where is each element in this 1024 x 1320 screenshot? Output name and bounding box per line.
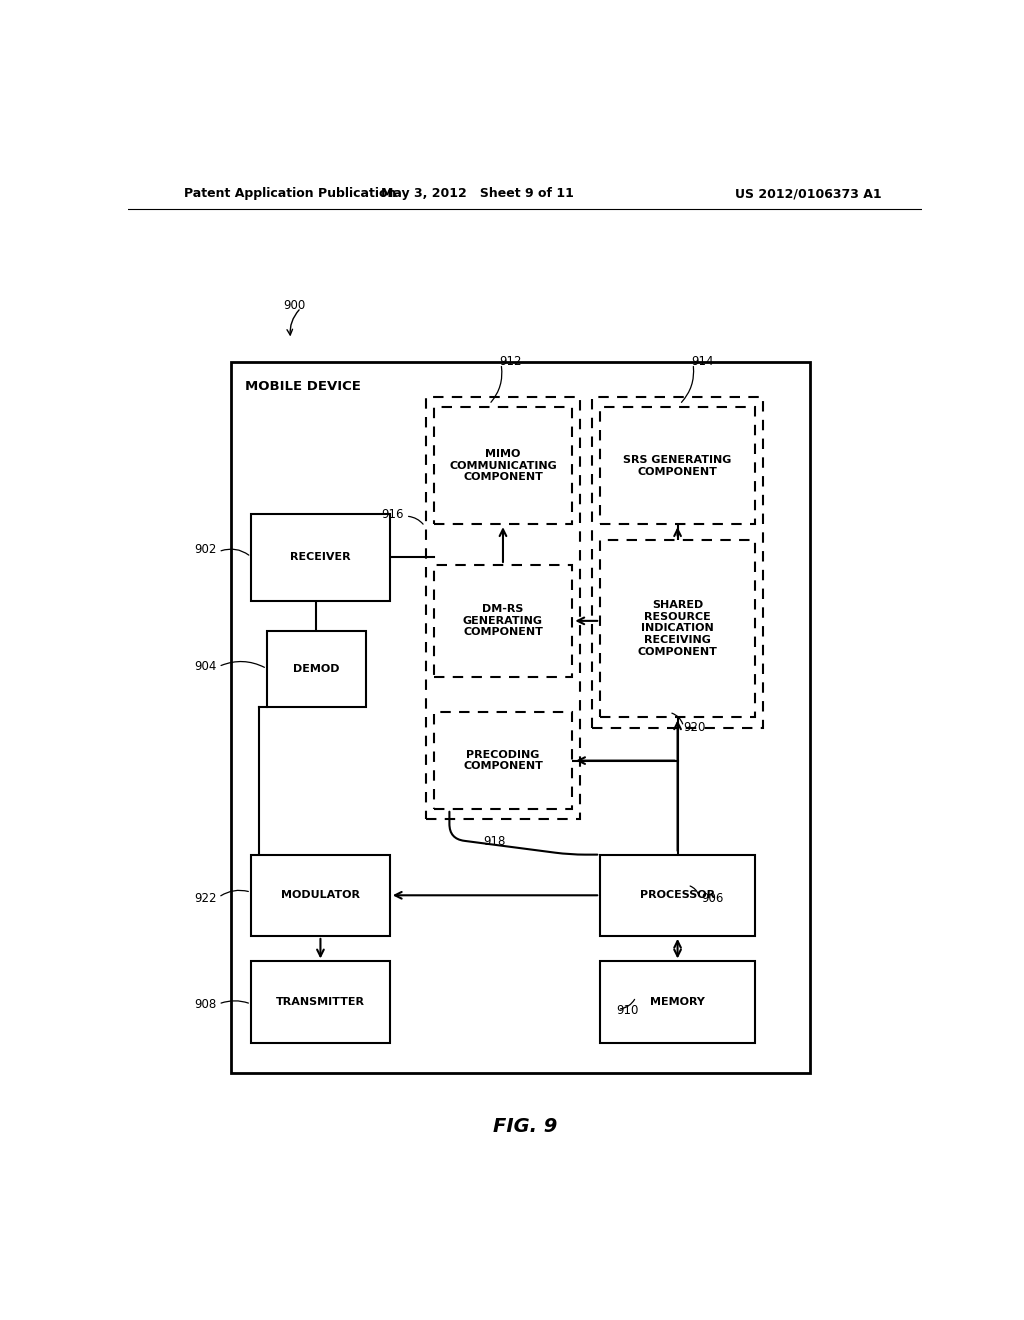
Text: DM-RS
GENERATING
COMPONENT: DM-RS GENERATING COMPONENT [463, 605, 543, 638]
Bar [600, 961, 755, 1043]
Bar [231, 362, 811, 1073]
Text: TRANSMITTER: TRANSMITTER [275, 997, 365, 1007]
Text: MODULATOR: MODULATOR [281, 890, 360, 900]
Text: 914: 914 [691, 355, 714, 368]
Text: 906: 906 [701, 892, 723, 904]
Text: 910: 910 [616, 1003, 638, 1016]
Bar [426, 397, 581, 818]
Text: 922: 922 [195, 892, 217, 904]
Bar [433, 713, 572, 809]
Bar [251, 961, 390, 1043]
Text: SHARED
RESOURCE
INDICATION
RECEIVING
COMPONENT: SHARED RESOURCE INDICATION RECEIVING COM… [638, 601, 718, 656]
Bar [433, 565, 572, 677]
Text: 908: 908 [195, 998, 217, 1011]
Text: MOBILE DEVICE: MOBILE DEVICE [246, 380, 361, 393]
Text: US 2012/0106373 A1: US 2012/0106373 A1 [735, 187, 882, 201]
Text: May 3, 2012   Sheet 9 of 11: May 3, 2012 Sheet 9 of 11 [381, 187, 573, 201]
Bar [267, 631, 367, 708]
Text: MIMO
COMMUNICATING
COMPONENT: MIMO COMMUNICATING COMPONENT [450, 449, 557, 483]
Bar [600, 854, 755, 936]
Text: DEMOD: DEMOD [293, 664, 340, 675]
Text: 902: 902 [195, 544, 217, 556]
Text: RECEIVER: RECEIVER [290, 552, 351, 562]
Bar [433, 408, 572, 524]
Text: 916: 916 [382, 508, 404, 520]
Text: 904: 904 [195, 660, 217, 673]
Bar [251, 515, 390, 601]
Text: FIG. 9: FIG. 9 [493, 1117, 557, 1135]
Bar [600, 408, 755, 524]
Text: MEMORY: MEMORY [650, 997, 705, 1007]
Text: Patent Application Publication: Patent Application Publication [183, 187, 396, 201]
Bar [251, 854, 390, 936]
Text: 900: 900 [283, 300, 305, 313]
Text: 918: 918 [483, 836, 506, 847]
Text: PROCESSOR: PROCESSOR [640, 890, 715, 900]
Text: SRS GENERATING
COMPONENT: SRS GENERATING COMPONENT [624, 455, 732, 477]
Bar [600, 540, 755, 718]
Text: 920: 920 [684, 721, 706, 734]
Bar [592, 397, 763, 727]
Text: 912: 912 [500, 355, 522, 368]
Text: PRECODING
COMPONENT: PRECODING COMPONENT [463, 750, 543, 771]
